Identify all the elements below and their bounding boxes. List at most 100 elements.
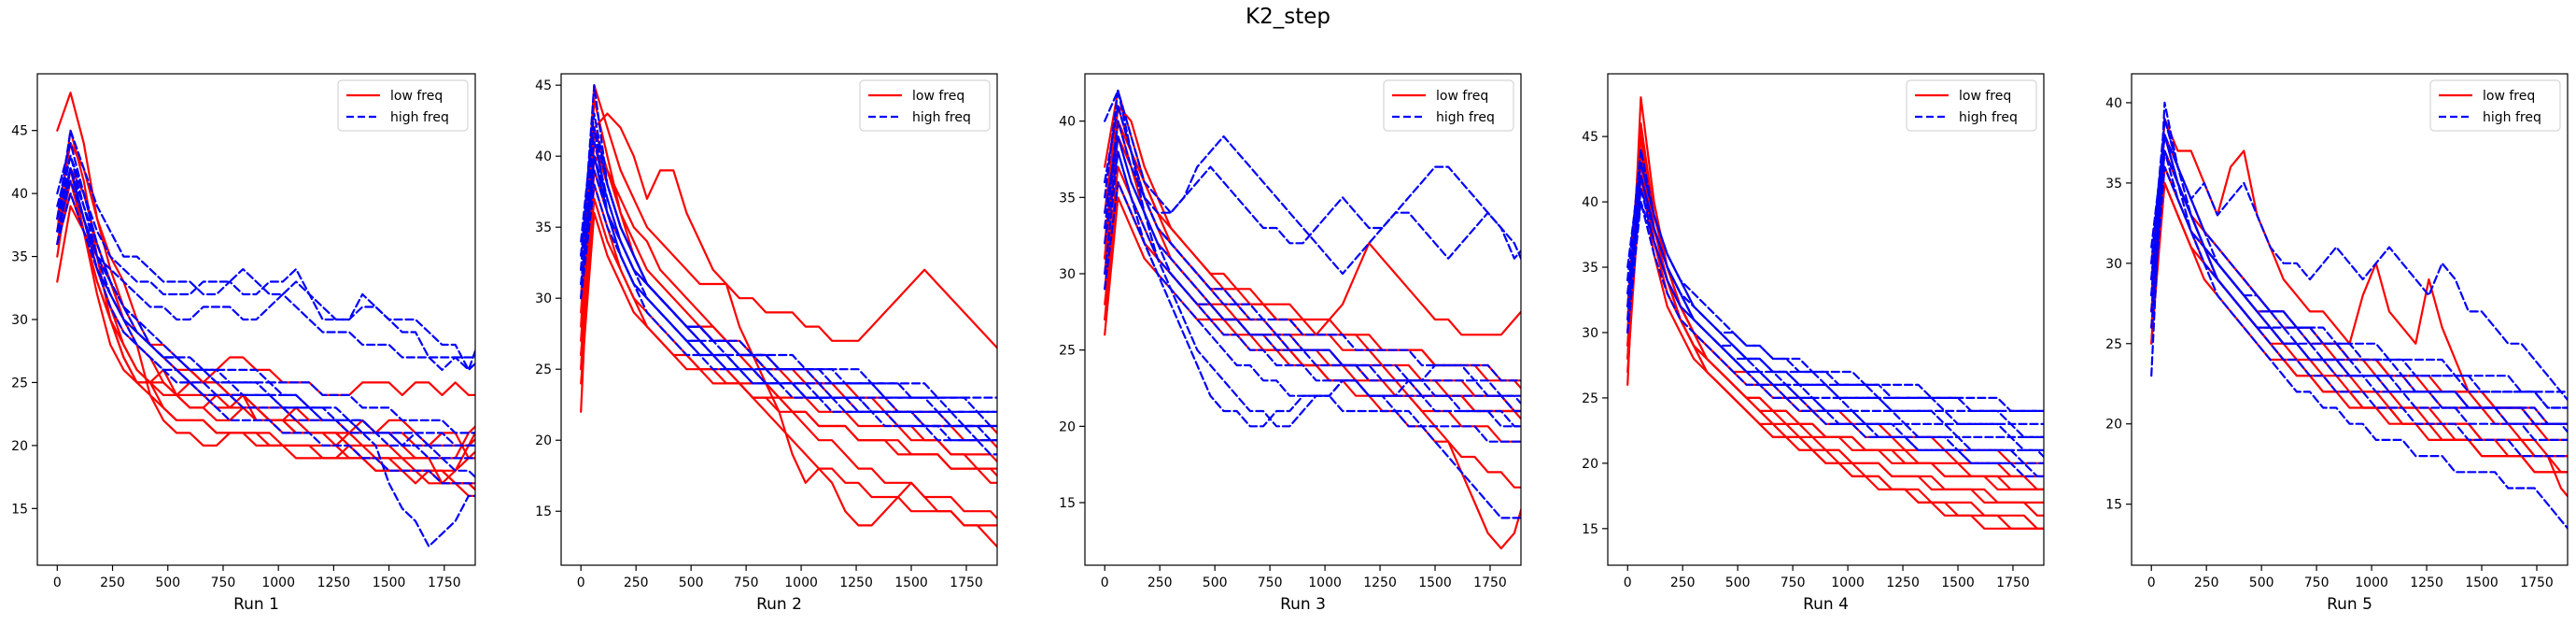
x-tick-label: 0 [577,575,585,590]
legend-box [1383,79,1514,132]
x-tick-label: 1000 [784,575,818,590]
low-freq-line-4 [1104,135,1521,382]
low-freq-line-7 [580,140,997,527]
legend-high-freq-label: high freq [912,110,971,125]
y-tick-label: 25 [1059,344,1076,359]
x-tick-label: 1250 [317,575,351,590]
chart-panel-3: 0 250 500 750 1000 1250 1500 1750 15 20 25 30 35 40 Ru… [1059,73,1522,614]
legend-high-freq-label: high freq [1436,110,1495,125]
x-tick-label: 250 [100,575,125,590]
axes-frame [560,73,998,566]
chart-panel-4: 0 250 500 750 1000 1250 1500 1750 15 20 25 30 35 40 45… [1582,73,2045,614]
y-tick-label: 35 [2105,177,2122,192]
x-tick-label: 750 [2304,575,2330,590]
low-freq-line-2 [1626,122,2044,491]
low-freq-line-5 [2150,149,2568,458]
high-freq-line-19 [56,192,475,434]
x-tick-label: 1000 [2355,575,2388,590]
x-tick-label: 1750 [2520,575,2554,590]
high-freq-line-11 [56,129,475,371]
series-group [56,92,475,547]
high-freq-line-14 [1626,162,2044,425]
legend: low freq high freq [1906,79,2037,132]
x-tick-label: 500 [2249,575,2274,590]
x-tick-label: 500 [155,575,180,590]
y-tick-label: 40 [535,149,552,164]
y-tick-label: 40 [2105,96,2122,111]
x-tick-label: 1500 [1941,575,1975,590]
x-tick-label: 750 [211,575,236,590]
chart-panel-2: 0 250 500 750 1000 1250 1500 1750 15 20 25 30 35 40 45… [535,73,998,614]
legend-box [337,79,469,132]
y-tick-label: 25 [11,376,28,391]
low-freq-line-9 [1104,120,1521,489]
legend-low-freq-label: low freq [912,89,964,104]
low-freq-line-8 [1626,149,2044,491]
high-freq-line-18 [1104,180,1521,443]
high-freq-line-18 [1626,188,2044,438]
axes-frame [1607,73,2045,566]
x-tick-label: 1250 [1363,575,1397,590]
x-tick-label: 1750 [428,575,461,590]
figure-title: K2_step [1246,5,1330,29]
high-freq-line-14 [1104,89,1521,519]
low-freq-line-10 [580,197,997,477]
x-tick-label: 1750 [950,575,983,590]
low-freq-line-1 [2150,117,2568,498]
legend-high-freq-label: high freq [2483,110,2541,125]
high-freq-line-12 [1626,175,2044,412]
low-freq-line-10 [56,179,475,472]
high-freq-line-20 [1626,201,2044,477]
low-freq-line-6 [580,211,997,463]
x-tick-label: 0 [1624,575,1632,590]
x-tick-label: 0 [53,575,62,590]
x-tick-label: 1250 [2410,575,2443,590]
y-tick-label: 25 [2105,337,2122,352]
low-freq-line-7 [2150,181,2568,458]
high-freq-line-20 [56,167,475,447]
x-tick-label: 500 [679,575,704,590]
high-freq-line-19 [1104,105,1521,382]
high-freq-line-20 [1104,135,1521,413]
legend-box [1906,79,2037,132]
y-tick-label: 20 [535,433,552,448]
high-freq-line-17 [1104,150,1521,397]
legend-low-freq-label: low freq [2483,89,2535,104]
high-freq-line-16 [1104,135,1521,428]
x-tick-label: 750 [1258,575,1283,590]
legend-low-freq-label: low freq [1959,89,2011,104]
low-freq-line-7 [1626,122,2044,517]
x-tick-label: 1500 [894,575,928,590]
high-freq-line-17 [580,155,997,413]
low-freq-line-10 [1626,162,2044,491]
x-tick-label: 0 [2147,575,2156,590]
y-tick-label: 15 [2105,498,2122,513]
high-freq-line-14 [580,112,997,399]
x-tick-label: 750 [734,575,759,590]
y-tick-label: 20 [11,439,28,454]
high-freq-line-13 [2150,117,2568,409]
x-tick-label: 750 [1781,575,1806,590]
high-freq-line-11 [1626,149,2044,438]
low-freq-line-4 [1626,135,2044,477]
y-tick-label: 45 [11,124,28,139]
legend: low freq high freq [859,79,991,132]
y-tick-label: 30 [11,313,28,328]
y-tick-label: 15 [1582,522,1598,537]
x-tick-label: 1500 [373,575,406,590]
high-freq-line-17 [2150,165,2568,393]
chart-panel-1: 0 250 500 750 1000 1250 1500 1750 15 20 25 30 35 40 45… [11,73,476,614]
y-tick-label: 20 [2105,418,2122,433]
y-tick-label: 45 [1582,130,1598,145]
y-tick-label: 25 [1582,391,1598,406]
y-tick-label: 35 [11,250,28,265]
high-freq-line-13 [56,167,475,371]
y-tick-label: 30 [1582,326,1598,341]
legend: low freq high freq [337,79,469,132]
x-tick-label: 500 [1725,575,1751,590]
y-tick-label: 20 [1059,419,1076,434]
y-tick-label: 15 [535,504,552,519]
legend-box [859,79,991,132]
x-axis-label: Run 4 [1803,595,1849,614]
